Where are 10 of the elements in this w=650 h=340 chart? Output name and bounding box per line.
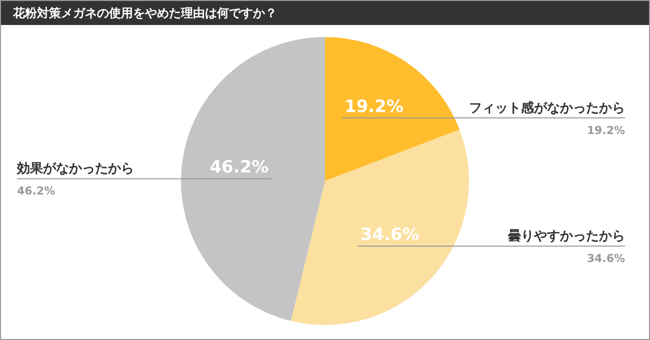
- text: 34.6%: [586, 252, 625, 266]
- text: 46.2%: [17, 184, 56, 198]
- data-label: 34.6%: [360, 225, 420, 246]
- text: 19.2%: [586, 124, 625, 137]
- chart-title: 花粉対策メガネの使用をやめた理由は何ですか？: [1, 1, 649, 25]
- slice-label: 効果がなかったから: [16, 160, 134, 177]
- slice-label: フィット感がなかったから: [469, 100, 625, 116]
- data-label: 46.2%: [210, 158, 269, 178]
- data-label: 19.2%: [344, 96, 404, 117]
- slice-label: 曇りやすかったから: [508, 229, 625, 244]
